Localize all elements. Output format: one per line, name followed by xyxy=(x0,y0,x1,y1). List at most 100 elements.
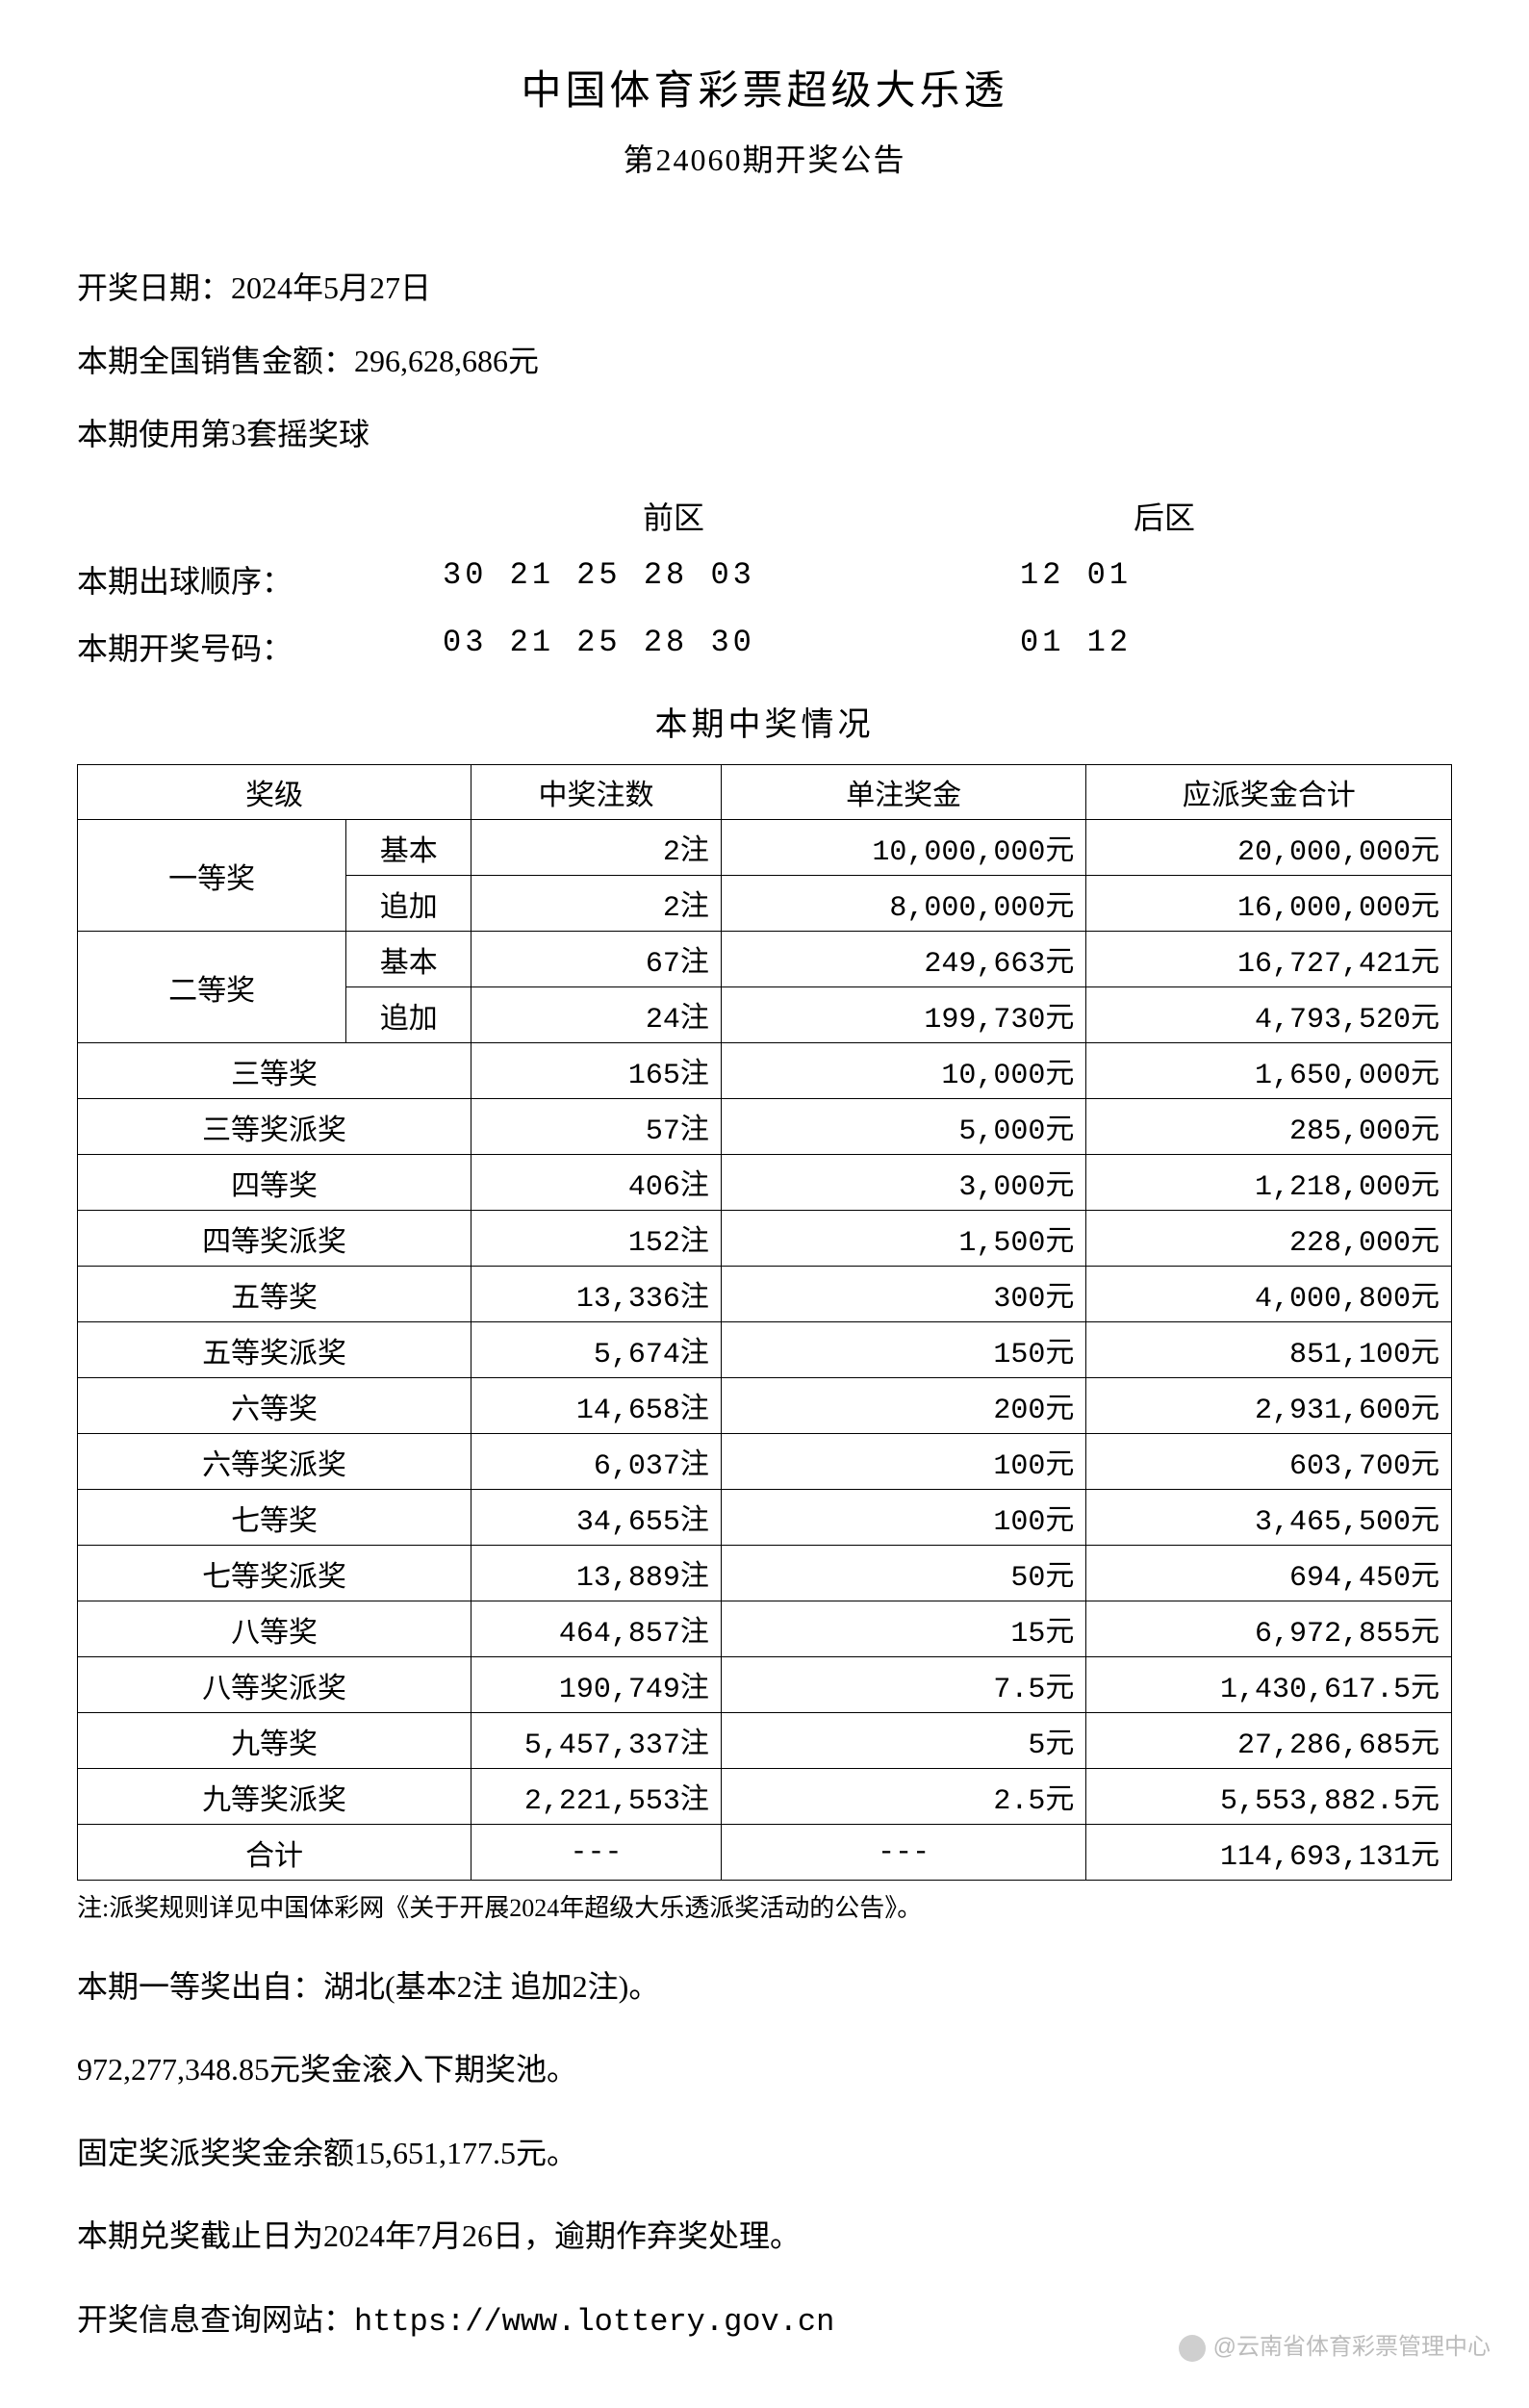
table-row: 五等奖 13,336注 300元 4,000,800元 xyxy=(78,1267,1452,1322)
total-cell: 694,450元 xyxy=(1086,1546,1452,1601)
winning-back: 01 12 xyxy=(1020,625,1309,669)
level-cell: 一等奖 xyxy=(78,820,346,932)
sublevel-cell: 追加 xyxy=(346,876,471,932)
table-row: 九等奖 5,457,337注 5元 27,286,685元 xyxy=(78,1713,1452,1769)
sales-label: 本期全国销售金额： xyxy=(77,344,354,378)
header-spacer xyxy=(77,494,443,538)
amount-cell: 200元 xyxy=(721,1378,1086,1434)
sublevel-cell: 追加 xyxy=(346,987,471,1043)
count-cell: 6,037注 xyxy=(471,1434,722,1490)
table-row: 七等奖 34,655注 100元 3,465,500元 xyxy=(78,1490,1452,1546)
amount-cell: 10,000元 xyxy=(721,1043,1086,1099)
amount-cell: 15元 xyxy=(721,1601,1086,1657)
count-cell: 13,889注 xyxy=(471,1546,722,1601)
prize-note: 注:派奖规则详见中国体彩网《关于开展2024年超级大乐透派奖活动的公告》。 xyxy=(77,1888,1452,1924)
level-cell: 七等奖派奖 xyxy=(78,1546,471,1601)
count-cell: 406注 xyxy=(471,1155,722,1211)
col-level-header: 奖级 xyxy=(78,765,471,820)
col-count-header: 中奖注数 xyxy=(471,765,722,820)
watermark-avatar-icon xyxy=(1179,2335,1206,2362)
count-cell: 5,457,337注 xyxy=(471,1713,722,1769)
amount-cell: 300元 xyxy=(721,1267,1086,1322)
table-row: 六等奖派奖 6,037注 100元 603,700元 xyxy=(78,1434,1452,1490)
count-cell: 2注 xyxy=(471,820,722,876)
level-cell: 三等奖 xyxy=(78,1043,471,1099)
watermark-text: @云南省体育彩票管理中心 xyxy=(1213,2334,1491,2360)
amount-cell: 100元 xyxy=(721,1434,1086,1490)
total-cell: 6,972,855元 xyxy=(1086,1601,1452,1657)
table-row: 六等奖 14,658注 200元 2,931,600元 xyxy=(78,1378,1452,1434)
amount-cell: 7.5元 xyxy=(721,1657,1086,1713)
watermark: @云南省体育彩票管理中心 xyxy=(1179,2327,1491,2362)
numbers-header-row: 前区 后区 xyxy=(77,494,1452,538)
level-cell: 六等奖派奖 xyxy=(78,1434,471,1490)
table-row: 二等奖 基本 67注 249,663元 16,727,421元 xyxy=(78,932,1452,987)
winning-row: 本期开奖号码： 03 21 25 28 30 01 12 xyxy=(77,625,1452,669)
count-cell: 57注 xyxy=(471,1099,722,1155)
numbers-area: 前区 后区 本期出球顺序： 30 21 25 28 03 12 01 本期开奖号… xyxy=(77,494,1452,669)
total-cell: 2,931,600元 xyxy=(1086,1378,1452,1434)
draw-order-label: 本期出球顺序： xyxy=(77,557,443,602)
amount-cell: 5,000元 xyxy=(721,1099,1086,1155)
front-header: 前区 xyxy=(443,494,1020,538)
count-cell: --- xyxy=(471,1825,722,1881)
amount-cell: 8,000,000元 xyxy=(721,876,1086,932)
table-row: 七等奖派奖 13,889注 50元 694,450元 xyxy=(78,1546,1452,1601)
footer-info: 本期一等奖出自：湖北(基本2注 追加2注)。 972,277,348.85元奖金… xyxy=(77,1953,1452,2356)
total-cell: 16,727,421元 xyxy=(1086,932,1452,987)
total-cell: 1,218,000元 xyxy=(1086,1155,1452,1211)
draw-date-line: 开奖日期：2024年5月27日 xyxy=(77,257,1452,319)
count-cell: 2注 xyxy=(471,876,722,932)
count-cell: 190,749注 xyxy=(471,1657,722,1713)
level-cell: 七等奖 xyxy=(78,1490,471,1546)
prize-table: 奖级 中奖注数 单注奖金 应派奖金合计 一等奖 基本 2注 10,000,000… xyxy=(77,764,1452,1881)
amount-cell: 199,730元 xyxy=(721,987,1086,1043)
total-cell: 16,000,000元 xyxy=(1086,876,1452,932)
winning-label: 本期开奖号码： xyxy=(77,625,443,669)
page-title: 中国体育彩票超级大乐透 xyxy=(77,58,1452,116)
total-cell: 20,000,000元 xyxy=(1086,820,1452,876)
table-row: 三等奖派奖 57注 5,000元 285,000元 xyxy=(78,1099,1452,1155)
level-cell: 四等奖派奖 xyxy=(78,1211,471,1267)
table-row: 八等奖派奖 190,749注 7.5元 1,430,617.5元 xyxy=(78,1657,1452,1713)
level-cell: 八等奖派奖 xyxy=(78,1657,471,1713)
total-cell: 4,793,520元 xyxy=(1086,987,1452,1043)
count-cell: 2,221,553注 xyxy=(471,1769,722,1825)
table-row: 九等奖派奖 2,221,553注 2.5元 5,553,882.5元 xyxy=(78,1769,1452,1825)
level-cell: 三等奖派奖 xyxy=(78,1099,471,1155)
level-cell: 合计 xyxy=(78,1825,471,1881)
back-header: 后区 xyxy=(1020,494,1309,538)
prize-section-title: 本期中奖情况 xyxy=(77,698,1452,745)
total-cell: 603,700元 xyxy=(1086,1434,1452,1490)
level-cell: 九等奖 xyxy=(78,1713,471,1769)
draw-date-label: 开奖日期： xyxy=(77,270,231,305)
col-amount-header: 单注奖金 xyxy=(721,765,1086,820)
amount-cell: 2.5元 xyxy=(721,1769,1086,1825)
table-row: 四等奖 406注 3,000元 1,218,000元 xyxy=(78,1155,1452,1211)
draw-order-row: 本期出球顺序： 30 21 25 28 03 12 01 xyxy=(77,557,1452,602)
total-cell: 851,100元 xyxy=(1086,1322,1452,1378)
count-cell: 24注 xyxy=(471,987,722,1043)
total-cell: 285,000元 xyxy=(1086,1099,1452,1155)
table-row: 一等奖 基本 2注 10,000,000元 20,000,000元 xyxy=(78,820,1452,876)
count-cell: 14,658注 xyxy=(471,1378,722,1434)
amount-cell: 1,500元 xyxy=(721,1211,1086,1267)
total-cell: 5,553,882.5元 xyxy=(1086,1769,1452,1825)
amount-cell: 150元 xyxy=(721,1322,1086,1378)
footer-line-1: 本期一等奖出自：湖北(基本2注 追加2注)。 xyxy=(77,1953,1452,2020)
amount-cell: 249,663元 xyxy=(721,932,1086,987)
count-cell: 152注 xyxy=(471,1211,722,1267)
level-cell: 五等奖 xyxy=(78,1267,471,1322)
level-cell: 六等奖 xyxy=(78,1378,471,1434)
footer-url: https://www.lottery.gov.cn xyxy=(354,2304,834,2340)
level-cell: 四等奖 xyxy=(78,1155,471,1211)
col-total-header: 应派奖金合计 xyxy=(1086,765,1452,820)
total-cell: 228,000元 xyxy=(1086,1211,1452,1267)
sales-value: 296,628,686元 xyxy=(354,344,539,378)
level-cell: 五等奖派奖 xyxy=(78,1322,471,1378)
table-row: 五等奖派奖 5,674注 150元 851,100元 xyxy=(78,1322,1452,1378)
table-row: 三等奖 165注 10,000元 1,650,000元 xyxy=(78,1043,1452,1099)
footer-line-2: 972,277,348.85元奖金滚入下期奖池。 xyxy=(77,2036,1452,2103)
draw-order-back: 12 01 xyxy=(1020,557,1309,602)
header-row: 奖级 中奖注数 单注奖金 应派奖金合计 xyxy=(78,765,1452,820)
